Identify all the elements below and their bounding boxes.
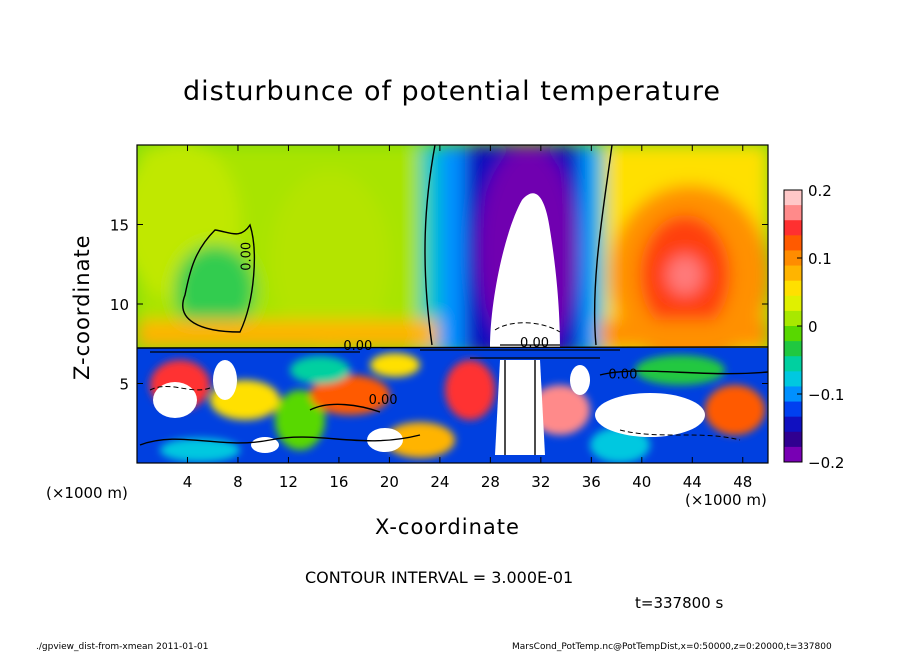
colorbar-swatch bbox=[784, 220, 802, 236]
colorbar-swatch bbox=[784, 401, 802, 418]
colorbar-tick-label: 0.1 bbox=[808, 250, 832, 268]
x-tick-label: 48 bbox=[733, 473, 752, 491]
x-axis-label: X-coordinate bbox=[375, 515, 520, 539]
contour-interval-note: CONTOUR INTERVAL = 3.000E-01 bbox=[305, 568, 574, 587]
colorbar-swatch bbox=[784, 386, 802, 403]
contour-label: 0.00 bbox=[240, 242, 255, 271]
x-unit-label-left: (×1000 m) bbox=[46, 484, 128, 502]
time-stamp: t=337800 s bbox=[635, 594, 724, 612]
x-tick-label: 16 bbox=[329, 473, 348, 491]
x-tick-label: 8 bbox=[233, 473, 243, 491]
footer-right: MarsCond_PotTemp.nc@PotTempDist,x=0:5000… bbox=[512, 642, 832, 652]
x-tick-label: 32 bbox=[531, 473, 550, 491]
colorbar-swatch bbox=[784, 416, 802, 433]
colorbar-swatch bbox=[784, 295, 802, 312]
y-tick-label: 10 bbox=[110, 296, 129, 314]
colorbar: 0.2 0.1 0 −0.1 −0.2 bbox=[783, 182, 844, 472]
colorbar-tick-label: 0.2 bbox=[808, 182, 832, 200]
x-tick-label: 24 bbox=[430, 473, 449, 491]
contour-label: 0.00 bbox=[520, 336, 549, 351]
colorbar-swatch bbox=[784, 265, 802, 282]
colorbar-swatch bbox=[784, 310, 802, 327]
colorbar-swatch bbox=[784, 205, 802, 221]
x-axis: 4 8 12 16 20 24 28 32 36 40 44 48 bbox=[183, 145, 752, 491]
footer-left: ./gpview_dist-from-xmean 2011-01-01 bbox=[36, 642, 209, 652]
heatmap-field bbox=[137, 145, 768, 463]
x-tick-label: 12 bbox=[279, 473, 298, 491]
colorbar-tick-label: −0.2 bbox=[808, 454, 844, 472]
colorbar-swatch bbox=[784, 190, 802, 206]
colorbar-swatch bbox=[784, 326, 802, 342]
x-tick-label: 40 bbox=[632, 473, 651, 491]
y-axis: 5 10 15 bbox=[110, 217, 768, 394]
colorbar-swatch bbox=[784, 280, 802, 297]
x-unit-label-right: (×1000 m) bbox=[685, 491, 767, 509]
contour-labels: 0.00 0.00 0.00 0.00 0.00 bbox=[240, 242, 638, 408]
x-tick-label: 20 bbox=[380, 473, 399, 491]
x-tick-label: 4 bbox=[183, 473, 193, 491]
colorbar-swatch bbox=[784, 431, 802, 448]
y-axis-label: Z-coordinate bbox=[70, 234, 94, 380]
x-tick-label: 28 bbox=[481, 473, 500, 491]
chart-title: disturbunce of potential temperature bbox=[183, 76, 721, 107]
contour-label: 0.00 bbox=[369, 393, 398, 408]
y-tick-label: 15 bbox=[110, 217, 129, 235]
contour-label: 0.00 bbox=[343, 339, 372, 354]
colorbar-swatch bbox=[784, 250, 802, 267]
colorbar-swatch bbox=[784, 341, 802, 357]
colorbar-swatch bbox=[784, 446, 802, 463]
colorbar-swatch bbox=[784, 356, 802, 372]
colorbar-swatch bbox=[784, 235, 802, 251]
x-tick-label: 44 bbox=[683, 473, 702, 491]
colorbar-tick-label: 0 bbox=[808, 318, 818, 336]
colorbar-swatch bbox=[784, 371, 802, 387]
colorbar-tick-label: −0.1 bbox=[808, 386, 844, 404]
y-tick-label: 5 bbox=[119, 376, 129, 394]
x-tick-label: 36 bbox=[582, 473, 601, 491]
contour-label: 0.00 bbox=[608, 368, 637, 383]
